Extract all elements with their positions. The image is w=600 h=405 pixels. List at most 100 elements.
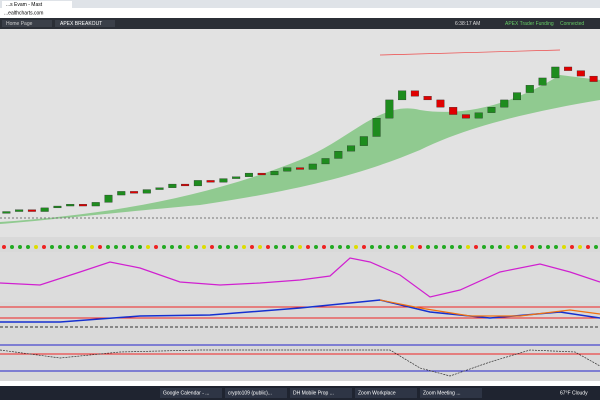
dot <box>378 245 382 249</box>
toolbar <box>0 18 600 29</box>
candle <box>40 207 49 212</box>
price-panel <box>0 29 600 237</box>
candle <box>206 180 215 183</box>
dot <box>594 245 598 249</box>
dot <box>250 245 254 249</box>
task-label: DH Mobile Prop ... <box>293 390 334 396</box>
dot <box>434 245 438 249</box>
dot <box>314 245 318 249</box>
candle <box>193 180 202 187</box>
dot <box>122 245 126 249</box>
dot <box>82 245 86 249</box>
dot <box>202 245 206 249</box>
task-button[interactable] <box>290 388 352 398</box>
dot <box>186 245 190 249</box>
dot <box>562 245 566 249</box>
candle <box>53 205 62 209</box>
clock: 6:38:17 AM <box>455 21 480 27</box>
candle <box>78 204 87 207</box>
candle <box>155 187 164 190</box>
task-button[interactable] <box>355 388 417 398</box>
dot <box>482 245 486 249</box>
candle <box>474 112 483 119</box>
account: APEX Trader Funding <box>505 21 554 27</box>
candle <box>513 92 522 101</box>
dot <box>554 245 558 249</box>
task-label: Zoom Meeting ... <box>423 390 461 396</box>
dot <box>194 245 198 249</box>
dot <box>114 245 118 249</box>
stochastic <box>0 349 600 377</box>
candle <box>538 77 547 86</box>
task-button[interactable] <box>160 388 222 398</box>
candle <box>270 171 279 176</box>
dot <box>386 245 390 249</box>
dot <box>346 245 350 249</box>
candle <box>347 145 356 152</box>
dot <box>210 245 214 249</box>
candle <box>423 96 432 101</box>
dot <box>370 245 374 249</box>
tab[interactable] <box>2 1 72 8</box>
dot <box>226 245 230 249</box>
dot <box>58 245 62 249</box>
status: Connected <box>560 21 584 27</box>
address-bar[interactable] <box>0 8 600 18</box>
tab-title: ...s Evam - Mast <box>6 2 43 8</box>
candle <box>551 66 560 79</box>
strategy-button[interactable] <box>55 20 115 27</box>
weather: 67°F Cloudy <box>560 390 588 396</box>
candle <box>525 85 534 93</box>
dot <box>282 245 286 249</box>
dot <box>458 245 462 249</box>
dot <box>330 245 334 249</box>
candle <box>321 158 330 165</box>
dot <box>74 245 78 249</box>
dot <box>466 245 470 249</box>
candle <box>181 183 190 187</box>
candle <box>168 183 177 188</box>
dot <box>362 245 366 249</box>
candle <box>2 211 11 214</box>
oscillator-panel <box>0 252 600 302</box>
dot <box>42 245 46 249</box>
task-button[interactable] <box>225 388 287 398</box>
candle <box>398 90 407 101</box>
dot <box>154 245 158 249</box>
dot <box>50 245 54 249</box>
dot <box>586 245 590 249</box>
task-button[interactable] <box>420 388 482 398</box>
candle <box>564 66 573 71</box>
candle <box>104 194 113 203</box>
dot <box>530 245 534 249</box>
candle <box>91 202 100 207</box>
dot <box>514 245 518 249</box>
candle <box>15 209 24 212</box>
dot <box>442 245 446 249</box>
candle <box>66 204 75 207</box>
dot <box>402 245 406 249</box>
candle <box>296 167 304 170</box>
dot <box>146 245 150 249</box>
page-label: Home Page <box>6 21 33 27</box>
dot <box>266 245 270 249</box>
candle <box>385 99 394 119</box>
dot <box>394 245 398 249</box>
dot <box>410 245 414 249</box>
strategy-label: APEX BREAKOUT <box>60 21 102 27</box>
dot <box>90 245 94 249</box>
dot <box>218 245 222 249</box>
dot <box>178 245 182 249</box>
url: ...ealthcharts.com <box>4 10 43 16</box>
dot <box>66 245 70 249</box>
signal-dots <box>2 245 598 249</box>
page-button[interactable] <box>2 20 52 27</box>
task-label: crypto109 (public)... <box>228 390 272 396</box>
dot <box>538 245 542 249</box>
dot <box>170 245 174 249</box>
dot <box>506 245 510 249</box>
dot <box>2 245 6 249</box>
dot <box>322 245 326 249</box>
